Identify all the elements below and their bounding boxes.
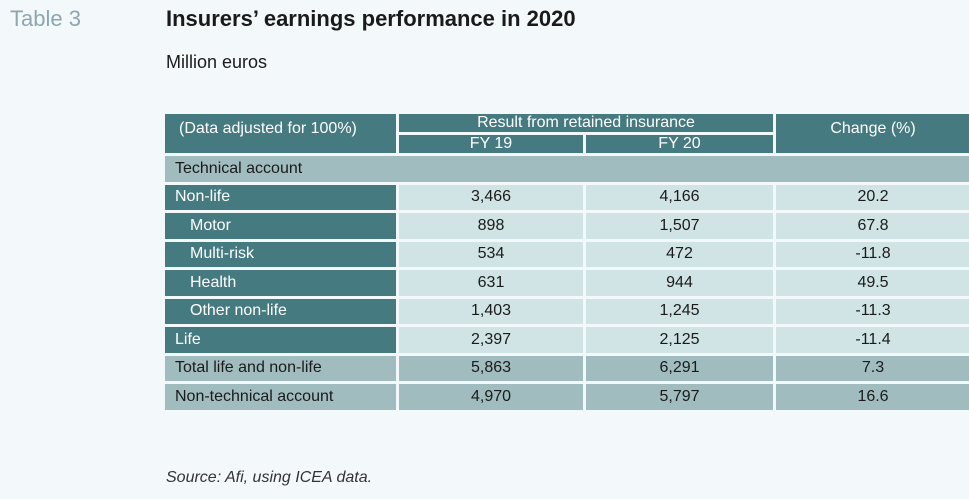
table-row: Motor 898 1,507 67.8 xyxy=(165,213,969,239)
cell-fy19: 898 xyxy=(399,213,583,239)
row-label: Non-technical account xyxy=(165,384,396,410)
table-row-total: Total life and non-life 5,863 6,291 7.3 xyxy=(165,355,969,381)
table-row-total: Non-technical account 4,970 5,797 16.6 xyxy=(165,384,969,410)
header-change: Change (%) xyxy=(776,114,969,153)
units-subtitle: Million euros xyxy=(166,52,268,72)
cell-fy20: 6,291 xyxy=(586,355,774,381)
cell-fy20: 1,507 xyxy=(586,213,774,239)
cell-change: 67.8 xyxy=(776,213,969,239)
cell-fy19: 534 xyxy=(399,241,583,267)
row-label: Life xyxy=(165,327,396,353)
cell-fy20: 472 xyxy=(586,241,774,267)
cell-fy20: 1,245 xyxy=(586,298,774,324)
cell-fy19: 631 xyxy=(399,270,583,296)
cell-change: 7.3 xyxy=(776,355,969,381)
header-fy19: FY 19 xyxy=(399,135,583,153)
source-note: Source: Afi, using ICEA data. xyxy=(166,469,373,486)
row-label: Total life and non-life xyxy=(165,355,396,381)
cell-change: 16.6 xyxy=(776,384,969,410)
row-label: Motor xyxy=(165,213,396,239)
cell-fy20: 5,797 xyxy=(586,384,774,410)
table-row: Health 631 944 49.5 xyxy=(165,270,969,296)
cell-change: 49.5 xyxy=(776,270,969,296)
cell-fy20: 4,166 xyxy=(586,184,774,210)
row-label: Other non-life xyxy=(165,298,396,324)
table-row: Other non-life 1,403 1,245 -11.3 xyxy=(165,298,969,324)
table-number: Table 3 xyxy=(10,6,81,31)
cell-fy20: 944 xyxy=(586,270,774,296)
cell-change: 20.2 xyxy=(776,184,969,210)
cell-fy19: 3,466 xyxy=(399,184,583,210)
cell-change: -11.3 xyxy=(776,298,969,324)
row-label: Non-life xyxy=(165,184,396,210)
row-label: Multi-risk xyxy=(165,241,396,267)
header-result-group: Result from retained insurance xyxy=(399,114,774,132)
cell-change: -11.8 xyxy=(776,241,969,267)
table-row: Non-life 3,466 4,166 20.2 xyxy=(165,184,969,210)
cell-fy19: 4,970 xyxy=(399,384,583,410)
cell-fy19: 1,403 xyxy=(399,298,583,324)
table-row: Life 2,397 2,125 -11.4 xyxy=(165,327,969,353)
cell-fy19: 5,863 xyxy=(399,355,583,381)
header-data-adjusted: (Data adjusted for 100%) xyxy=(165,114,396,153)
page-title: Insurers’ earnings performance in 2020 xyxy=(166,6,576,31)
cell-fy20: 2,125 xyxy=(586,327,774,353)
cell-change: -11.4 xyxy=(776,327,969,353)
section-technical-account: Technical account xyxy=(165,156,969,182)
header-fy20: FY 20 xyxy=(586,135,774,153)
row-label: Health xyxy=(165,270,396,296)
table-row: Multi-risk 534 472 -11.8 xyxy=(165,241,969,267)
cell-fy19: 2,397 xyxy=(399,327,583,353)
earnings-table: (Data adjusted for 100%) Result from ret… xyxy=(162,111,969,413)
